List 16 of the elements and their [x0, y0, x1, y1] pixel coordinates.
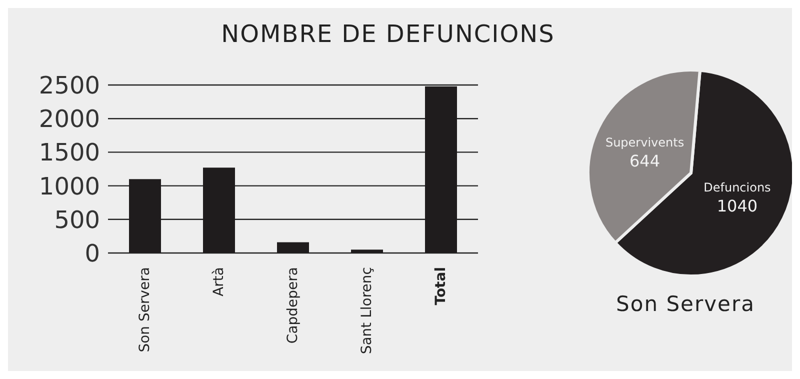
data-label: 644 [630, 151, 660, 170]
y-tick-label: 2000 [38, 105, 100, 134]
y-tick-label: 2500 [38, 72, 100, 100]
x-tick-label: Total [433, 267, 449, 306]
slice-label: Supervivents [605, 135, 684, 150]
y-tick-label: 1000 [38, 172, 100, 200]
x-tick-label: Capdepera [285, 267, 301, 344]
y-tick-label: 500 [54, 206, 100, 234]
chart-title: NOMBRE DE DEFUNCIONS [220, 20, 556, 48]
x-tick-label: Artà [211, 267, 227, 296]
data-label: 1040 [716, 196, 758, 216]
y-tick-label: 0 [84, 240, 100, 268]
x-tick-label: Son Servera [137, 267, 153, 352]
y-tick-label: 1500 [38, 138, 100, 167]
x-tick-label: Sant Llorenç [359, 267, 375, 354]
slice-label: Defuncions [704, 180, 771, 195]
